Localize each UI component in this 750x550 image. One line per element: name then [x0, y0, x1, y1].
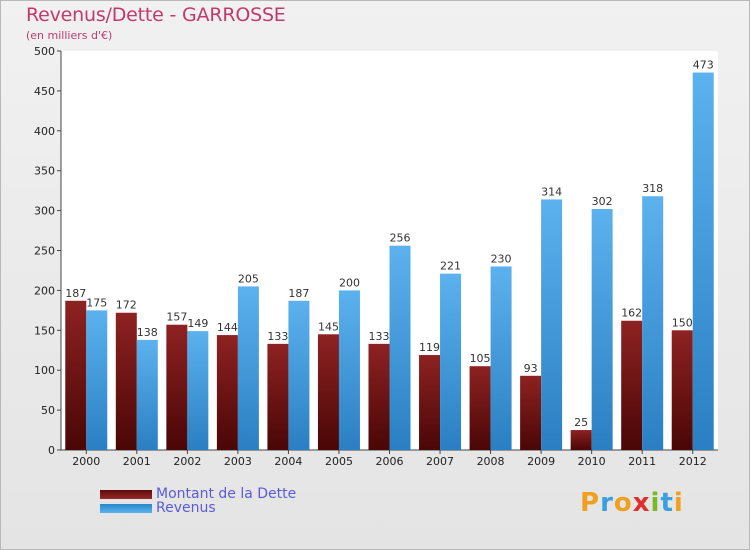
bar-dette	[419, 355, 441, 450]
data-label-revenus: 175	[86, 296, 107, 309]
y-tick-label: 100	[34, 364, 55, 377]
y-tick-label: 0	[48, 444, 55, 457]
data-label-revenus: 318	[642, 182, 663, 195]
data-label-revenus: 138	[137, 326, 158, 339]
bar-revenus	[136, 339, 158, 450]
data-label-dette: 157	[166, 311, 187, 324]
bar-revenus	[187, 331, 209, 450]
bar-dette	[115, 312, 137, 450]
data-label-revenus: 230	[491, 252, 512, 265]
bar-dette	[520, 375, 542, 450]
logo-letter: i	[650, 488, 661, 518]
bar-revenus	[338, 290, 360, 450]
data-label-dette: 133	[267, 330, 288, 343]
data-label-dette: 162	[621, 307, 642, 320]
bar-dette	[368, 343, 390, 450]
data-label-revenus: 302	[592, 195, 613, 208]
y-tick-label: 150	[34, 324, 55, 337]
logo-letter: i	[673, 488, 684, 518]
y-tick-label: 200	[34, 284, 55, 297]
y-tick-label: 450	[34, 85, 55, 98]
data-label-revenus: 205	[238, 272, 259, 285]
bar-dette	[469, 366, 491, 450]
bar-revenus	[440, 273, 462, 450]
bar-revenus	[541, 199, 563, 450]
x-tick-label: 2004	[274, 455, 302, 468]
data-label-dette: 150	[672, 316, 693, 329]
data-label-revenus: 200	[339, 276, 360, 289]
bar-revenus	[389, 245, 411, 450]
bar-revenus	[490, 266, 512, 450]
x-tick-label: 2000	[72, 455, 100, 468]
data-label-revenus: 473	[693, 59, 714, 72]
bar-revenus	[86, 310, 108, 450]
logo-letter: o	[613, 488, 633, 518]
legend-swatch-dette	[100, 489, 152, 499]
data-label-dette: 145	[318, 320, 339, 333]
y-tick-label: 50	[41, 404, 55, 417]
bar-revenus	[591, 209, 613, 450]
logo-letter: x	[632, 488, 651, 518]
logo-letter: t	[660, 488, 674, 518]
bar-dette	[166, 324, 188, 450]
x-tick-label: 2010	[578, 455, 606, 468]
data-label-revenus: 221	[440, 260, 461, 273]
bar-revenus	[692, 72, 714, 451]
y-tick-label: 350	[34, 165, 55, 178]
x-tick-label: 2002	[173, 455, 201, 468]
logo-letter: r	[600, 488, 614, 518]
x-tick-label: 2001	[123, 455, 151, 468]
x-tick-label: 2006	[376, 455, 404, 468]
data-label-dette: 144	[217, 321, 238, 334]
data-label-dette: 172	[116, 299, 137, 312]
data-label-dette: 25	[574, 416, 588, 429]
x-tick-label: 2008	[477, 455, 505, 468]
data-label-dette: 133	[369, 330, 390, 343]
data-label-revenus: 314	[541, 185, 562, 198]
x-tick-label: 2012	[679, 455, 707, 468]
y-tick-label: 400	[34, 125, 55, 138]
bar-revenus	[288, 300, 310, 450]
bar-revenus	[237, 286, 259, 450]
legend-label-dette: Montant de la Dette	[156, 486, 297, 502]
x-tick-label: 2005	[325, 455, 353, 468]
chart-subtitle: (en milliers d'€)	[26, 29, 113, 42]
bar-dette	[570, 430, 592, 450]
data-label-dette: 105	[470, 352, 491, 365]
data-label-dette: 93	[524, 362, 538, 375]
data-label-dette: 119	[419, 341, 440, 354]
x-tick-label: 2009	[527, 455, 555, 468]
legend-label-revenus: Revenus	[156, 500, 216, 516]
legend-item-dette: Montant de la Dette	[100, 486, 296, 502]
proxiti-logo: Proxiti	[580, 488, 684, 518]
bar-dette	[621, 320, 643, 450]
x-tick-label: 2007	[426, 455, 454, 468]
legend-swatch-revenus	[100, 503, 152, 513]
y-tick-label: 500	[34, 45, 55, 58]
chart-title: Revenus/Dette - GARROSSE	[26, 4, 286, 26]
bar-dette	[671, 330, 693, 450]
data-label-revenus: 256	[390, 232, 411, 245]
bar-dette	[267, 343, 289, 450]
data-label-revenus: 149	[187, 317, 208, 330]
x-tick-label: 2011	[628, 455, 656, 468]
y-tick-label: 300	[34, 205, 55, 218]
bar-dette	[216, 335, 238, 450]
legend-item-revenus: Revenus	[100, 500, 216, 516]
data-label-revenus: 187	[288, 287, 309, 300]
x-tick-label: 2003	[224, 455, 252, 468]
bar-dette	[65, 300, 87, 450]
bar-revenus	[642, 196, 664, 450]
y-tick-label: 250	[34, 245, 55, 258]
logo-letter: P	[580, 488, 601, 518]
data-label-dette: 187	[65, 287, 86, 300]
bar-dette	[317, 334, 339, 450]
